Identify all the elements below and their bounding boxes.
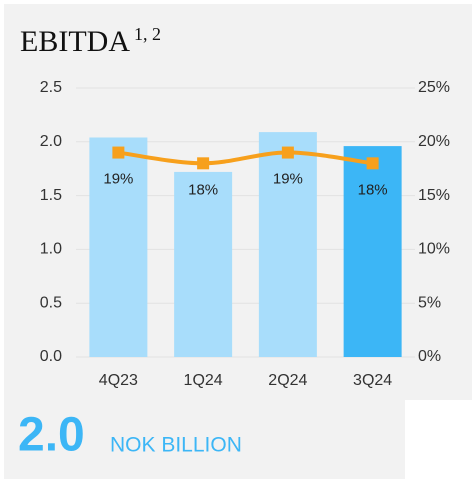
y2-tick-label: 0%	[418, 348, 441, 365]
y2-tick-label: 5%	[418, 294, 441, 311]
headline-unit: NOK BILLION	[110, 434, 242, 457]
data-label: 18%	[358, 181, 388, 198]
line-marker	[112, 146, 125, 159]
bar	[343, 146, 402, 357]
x-tick-label: 4Q23	[99, 372, 138, 389]
data-label: 18%	[188, 181, 218, 198]
y2-tick-label: 15%	[418, 187, 450, 204]
bar	[89, 137, 148, 357]
panel-cutout	[405, 400, 476, 479]
y-tick-label: 2.0	[40, 133, 62, 150]
y2-tick-label: 20%	[418, 133, 450, 150]
bar	[174, 171, 233, 357]
y2-tick-label: 10%	[418, 241, 450, 258]
title-superscript: 1, 2	[134, 24, 161, 44]
line-marker	[366, 157, 379, 170]
y-tick-label: 1.0	[40, 241, 62, 258]
y-tick-label: 0.0	[40, 348, 62, 365]
x-tick-label: 2Q24	[268, 372, 307, 389]
data-label: 19%	[273, 171, 303, 188]
line-marker	[197, 157, 210, 170]
bar	[258, 132, 317, 357]
y-tick-label: 1.5	[40, 187, 62, 204]
data-label: 19%	[103, 171, 133, 188]
title-text: EBITDA	[20, 25, 130, 58]
x-tick-label: 3Q24	[353, 372, 392, 389]
x-tick-label: 1Q24	[184, 372, 223, 389]
line	[118, 150, 373, 166]
y2-tick-label: 25%	[418, 79, 450, 96]
y-tick-label: 0.5	[40, 294, 62, 311]
y-tick-label: 2.5	[40, 79, 62, 96]
headline-value: 2.0	[18, 409, 85, 462]
chart-title: EBITDA 1, 2	[20, 24, 161, 58]
line-marker	[281, 146, 294, 159]
